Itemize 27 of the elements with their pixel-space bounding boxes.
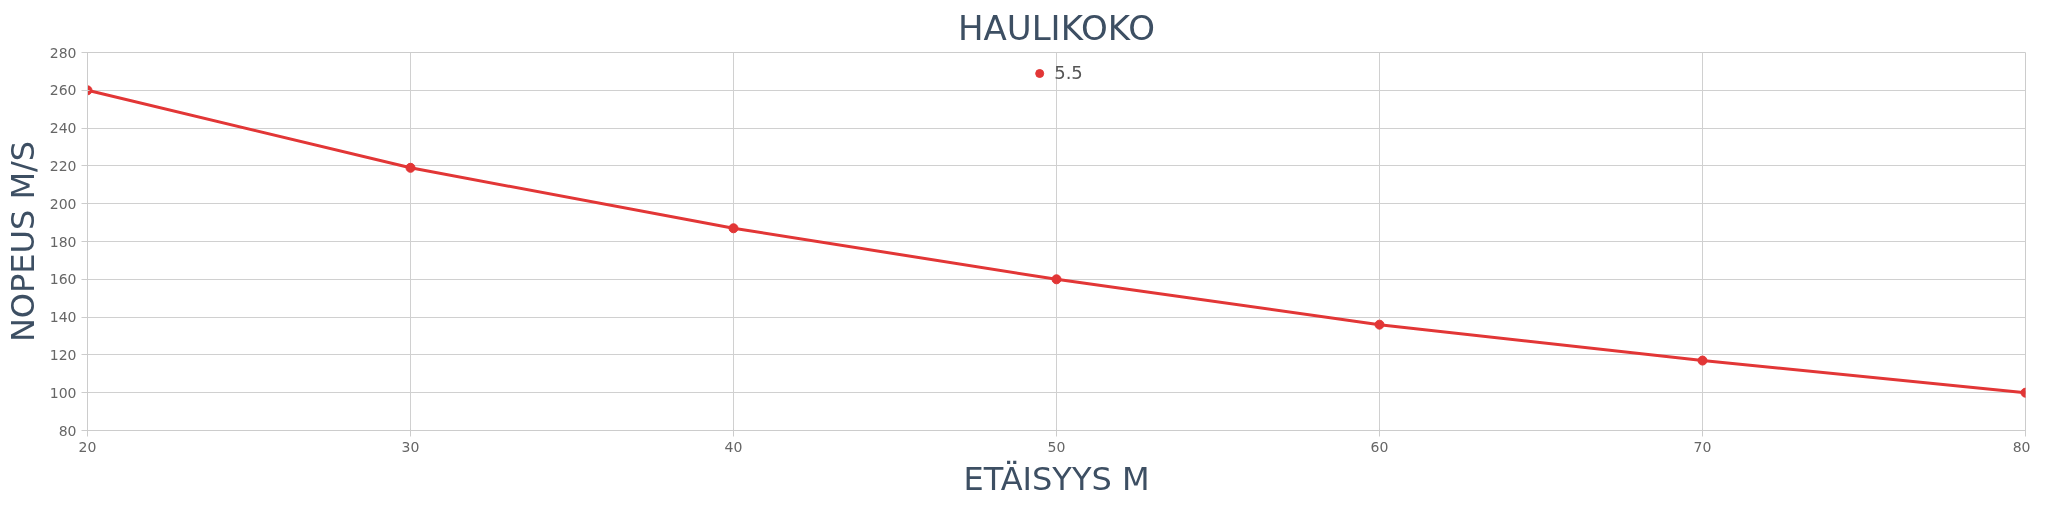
- point: [405, 162, 416, 173]
- y-tick-label: 240: [49, 120, 77, 137]
- x-tick-label: 30: [401, 438, 420, 455]
- x-axis-title: ETÄISYYS M: [963, 459, 1150, 498]
- y-axis-title: NOPEUS M/S: [3, 140, 42, 343]
- point: [1051, 274, 1062, 285]
- y-tick-label: 80: [58, 422, 77, 439]
- y-tick-label: 120: [49, 346, 77, 363]
- y-tick-label: 220: [49, 157, 77, 174]
- y-tick-label: 100: [49, 384, 77, 401]
- y-tick-label: 160: [49, 271, 77, 288]
- x-tick-label: 70: [1693, 438, 1712, 455]
- chart-title: HAULIKOKO: [957, 7, 1156, 48]
- y-tick-label: 280: [49, 44, 77, 61]
- y-tick-label: 140: [49, 309, 77, 326]
- x-tick-label: 60: [1370, 438, 1389, 455]
- y-tick-label: 200: [49, 195, 77, 212]
- point: [1697, 355, 1708, 366]
- point: [728, 223, 739, 234]
- y-tick-label: 260: [49, 82, 77, 99]
- legend-label: 5.5: [1054, 62, 1083, 83]
- x-tick-label: 20: [78, 438, 97, 455]
- x-tick-label: 80: [2012, 438, 2031, 455]
- x-tick-label: 50: [1047, 438, 1066, 455]
- x-tick-label: 40: [724, 438, 743, 455]
- point: [1374, 319, 1385, 330]
- y-tick-label: 180: [49, 233, 77, 250]
